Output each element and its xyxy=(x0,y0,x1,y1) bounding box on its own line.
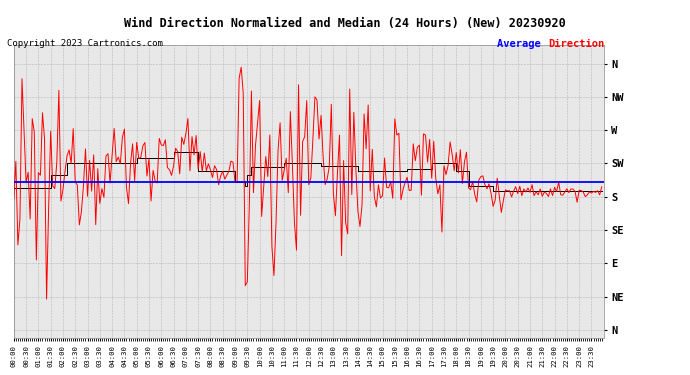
Text: Average: Average xyxy=(497,39,546,50)
Text: Wind Direction Normalized and Median (24 Hours) (New) 20230920: Wind Direction Normalized and Median (24… xyxy=(124,17,566,30)
Text: Direction: Direction xyxy=(549,39,605,50)
Text: Copyright 2023 Cartronics.com: Copyright 2023 Cartronics.com xyxy=(7,39,163,48)
